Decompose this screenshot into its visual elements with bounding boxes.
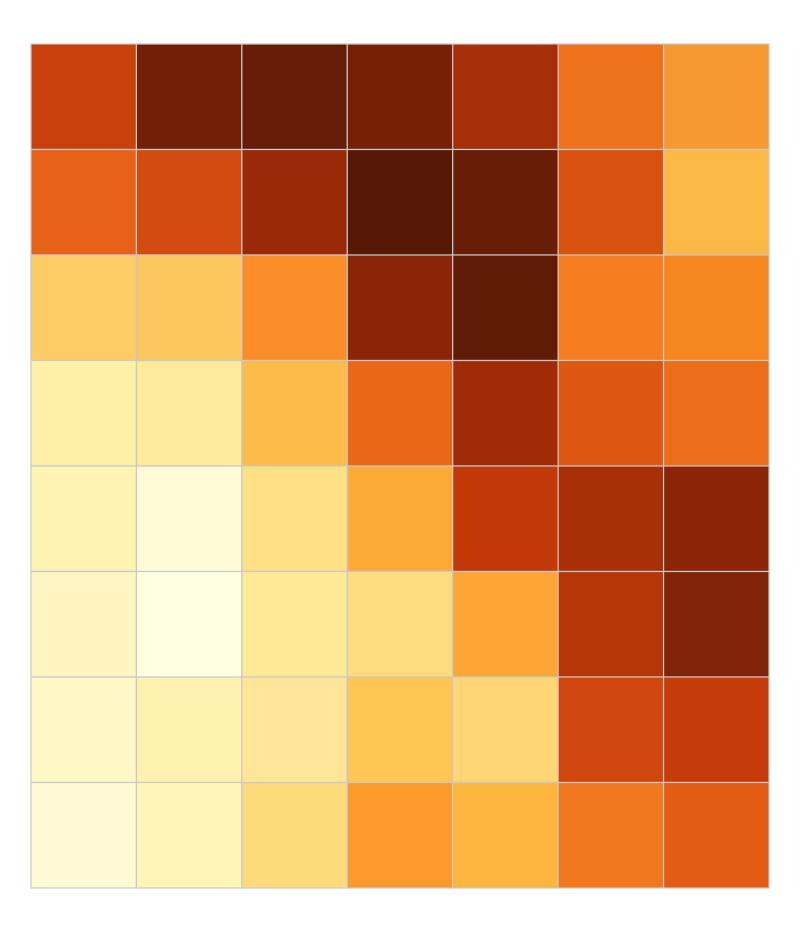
heatmap-cell-r8-c6 (557, 781, 665, 889)
heatmap-cell-r2-c2 (135, 148, 243, 256)
heatmap-cell-r2-c6 (557, 148, 665, 256)
heatmap-cell-r5-c7 (662, 465, 770, 573)
heatmap-cell-r3-c3 (241, 254, 348, 362)
heatmap-cell-r7-c1 (30, 676, 138, 784)
heatmap-cell-r5-c1 (30, 465, 138, 573)
heatmap-cell-r3-c5 (452, 254, 559, 362)
heatmap-cell-r1-c4 (346, 43, 454, 151)
heatmap-cell-r5-c2 (135, 465, 243, 573)
heatmap-cell-r7-c5 (452, 676, 559, 784)
heatmap-cell-r5-c4 (346, 465, 454, 573)
heatmap-cell-r1-c3 (241, 43, 348, 151)
heatmap-cell-r4-c7 (662, 359, 770, 467)
heatmap-cell-r4-c4 (346, 359, 454, 467)
heatmap-cell-r3-c6 (557, 254, 665, 362)
heatmap-cell-r7-c2 (135, 676, 243, 784)
heatmap-cell-r3-c1 (30, 254, 138, 362)
heatmap-cell-r2-c4 (346, 148, 454, 256)
heatmap-cell-r8-c7 (662, 781, 770, 889)
heatmap-cell-r8-c5 (452, 781, 559, 889)
heatmap-cell-r3-c7 (662, 254, 770, 362)
heatmap-cell-r6-c1 (30, 570, 138, 678)
heatmap-cell-r6-c2 (135, 570, 243, 678)
heatmap-cell-r2-c1 (30, 148, 138, 256)
heatmap-cell-r6-c3 (241, 570, 348, 678)
heatmap-cell-r8-c2 (135, 781, 243, 889)
heatmap-cell-r1-c7 (662, 43, 770, 151)
heatmap-cell-r4-c5 (452, 359, 559, 467)
heatmap-cell-r4-c2 (135, 359, 243, 467)
heatmap-cell-r6-c6 (557, 570, 665, 678)
heatmap-cell-r8-c4 (346, 781, 454, 889)
heatmap-cell-r6-c7 (662, 570, 770, 678)
heatmap-cell-r5-c6 (557, 465, 665, 573)
heatmap-cell-r7-c3 (241, 676, 348, 784)
heatmap-cell-r3-c4 (346, 254, 454, 362)
heatmap-cell-r2-c5 (452, 148, 559, 256)
heatmap-cell-r7-c4 (346, 676, 454, 784)
heatmap-cell-r1-c5 (452, 43, 559, 151)
heatmap-cell-r1-c6 (557, 43, 665, 151)
heatmap-cell-r1-c2 (135, 43, 243, 151)
heatmap-cell-r6-c5 (452, 570, 559, 678)
heatmap-cell-r7-c6 (557, 676, 665, 784)
heatmap-cell-r5-c3 (241, 465, 348, 573)
heatmap-cell-r8-c3 (241, 781, 348, 889)
heatmap-cell-r2-c3 (241, 148, 348, 256)
heatmap-cell-r4-c3 (241, 359, 348, 467)
heatmap-cell-r4-c1 (30, 359, 138, 467)
heatmap-cells (30, 43, 770, 889)
heatmap-cell-r8-c1 (30, 781, 138, 889)
heatmap-cell-r5-c5 (452, 465, 559, 573)
heatmap-cell-r6-c4 (346, 570, 454, 678)
heatmap-cell-r2-c7 (662, 148, 770, 256)
heatmap-cell-r1-c1 (30, 43, 138, 151)
heatmap-cell-r3-c2 (135, 254, 243, 362)
heatmap-cell-r7-c7 (662, 676, 770, 784)
heatmap-cell-r4-c6 (557, 359, 665, 467)
